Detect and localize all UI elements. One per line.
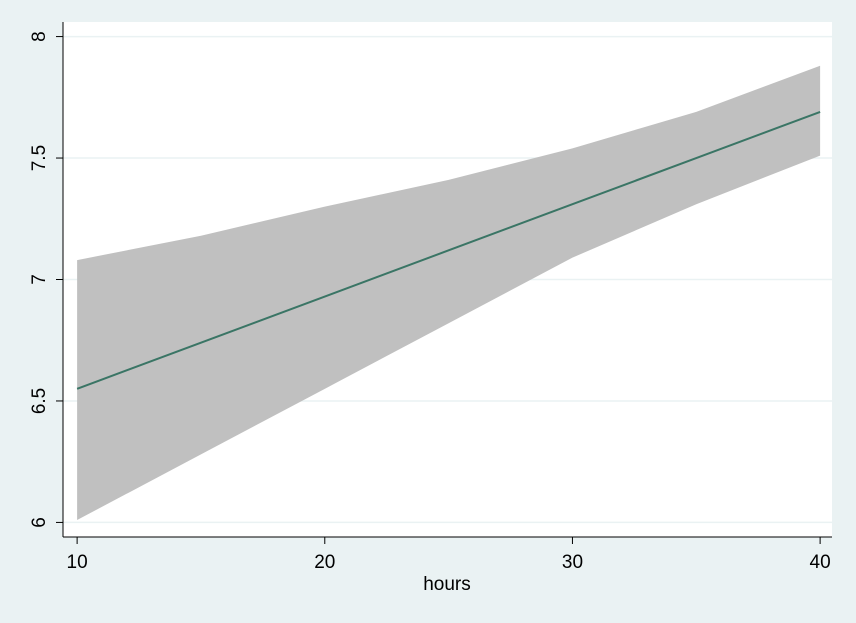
x-axis-label: hours: [423, 574, 471, 595]
y-tick-label: 7: [29, 274, 50, 285]
y-tick-label: 6.5: [29, 388, 50, 414]
y-tick-label: 8: [29, 31, 50, 42]
y-tick-label: 6: [29, 517, 50, 528]
x-tick-label: 30: [562, 552, 583, 573]
confidence-band: [77, 65, 821, 520]
y-tick-label: 7.5: [29, 145, 50, 171]
fit-line: [76, 110, 821, 390]
x-tick-label: 10: [67, 552, 88, 573]
x-tick-label: 20: [314, 552, 335, 573]
x-tick-label: 40: [810, 552, 831, 573]
